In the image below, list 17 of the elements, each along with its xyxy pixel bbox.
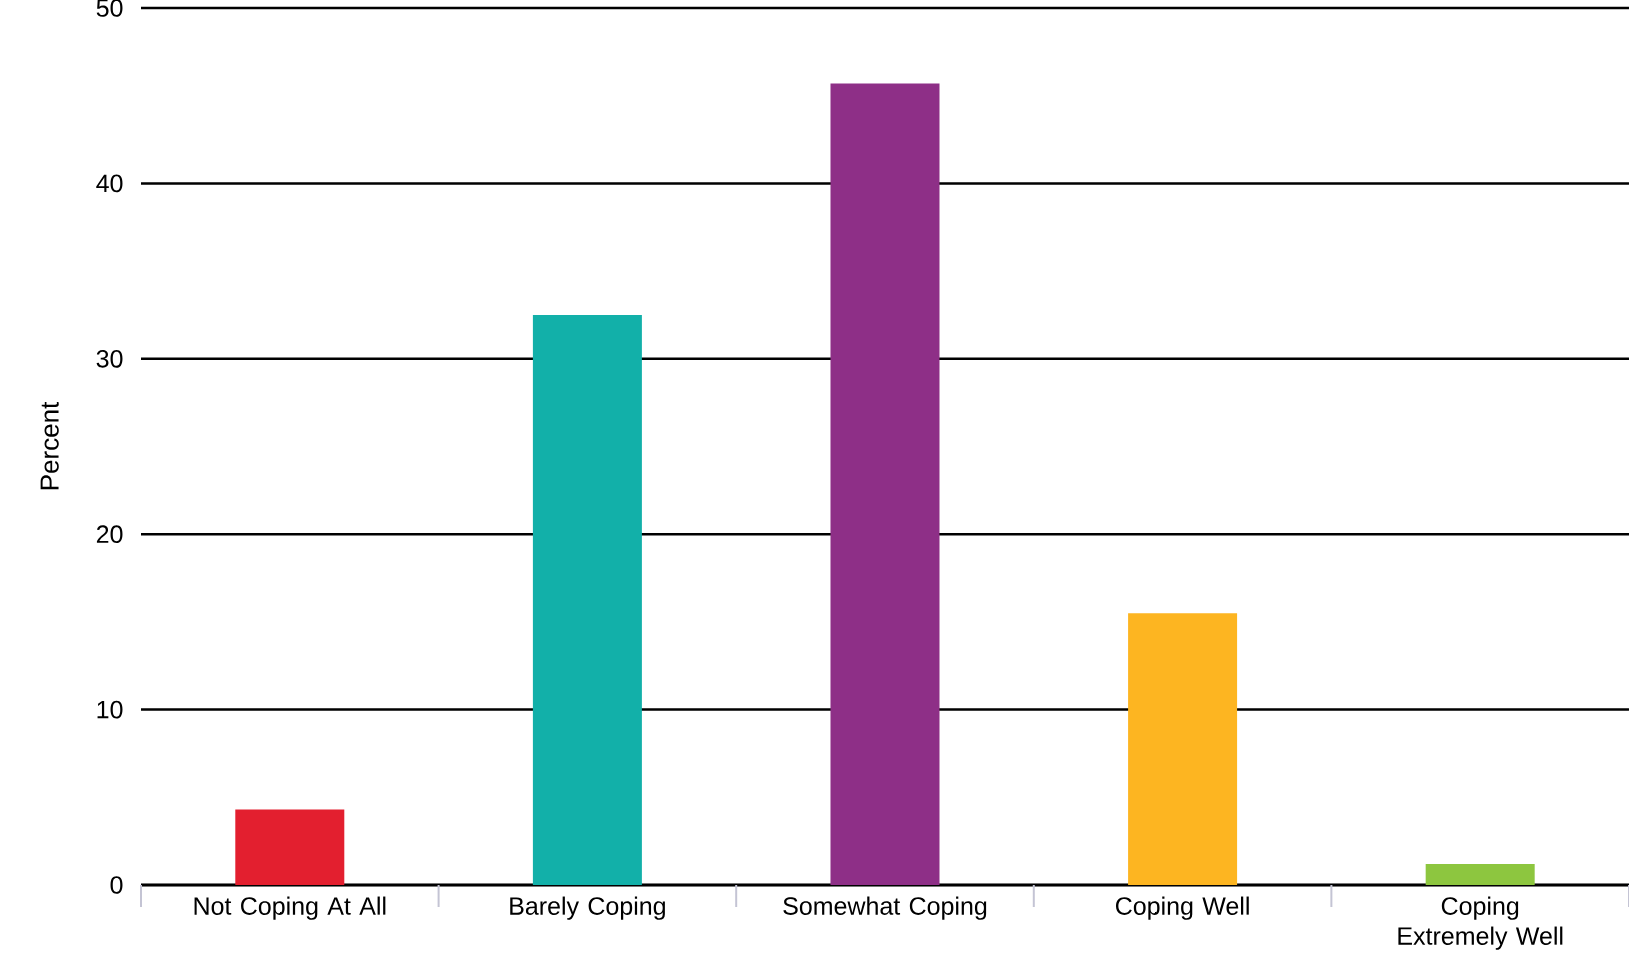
- bar: [1425, 863, 1535, 885]
- y-tick-label: 30: [96, 349, 123, 368]
- x-tick-label: Barely Coping: [510, 896, 665, 920]
- bar: [1128, 613, 1238, 885]
- x-tick-label: Coping Extremely Well: [1398, 896, 1563, 950]
- bar: [235, 809, 345, 885]
- x-tick-label: Somewhat Coping: [783, 896, 987, 920]
- y-tick-label: 0: [110, 876, 123, 894]
- x-tick-label: Not Coping At All: [194, 896, 386, 920]
- bar: [830, 83, 940, 885]
- x-tick-label: Coping Well: [1116, 896, 1249, 920]
- y-axis-title: Percent: [40, 401, 59, 490]
- y-tick-label: 10: [97, 700, 123, 719]
- bar: [532, 314, 642, 885]
- y-tick-label: 40: [96, 174, 123, 193]
- y-tick-label: 20: [96, 525, 123, 544]
- y-tick-label: 50: [96, 0, 123, 17]
